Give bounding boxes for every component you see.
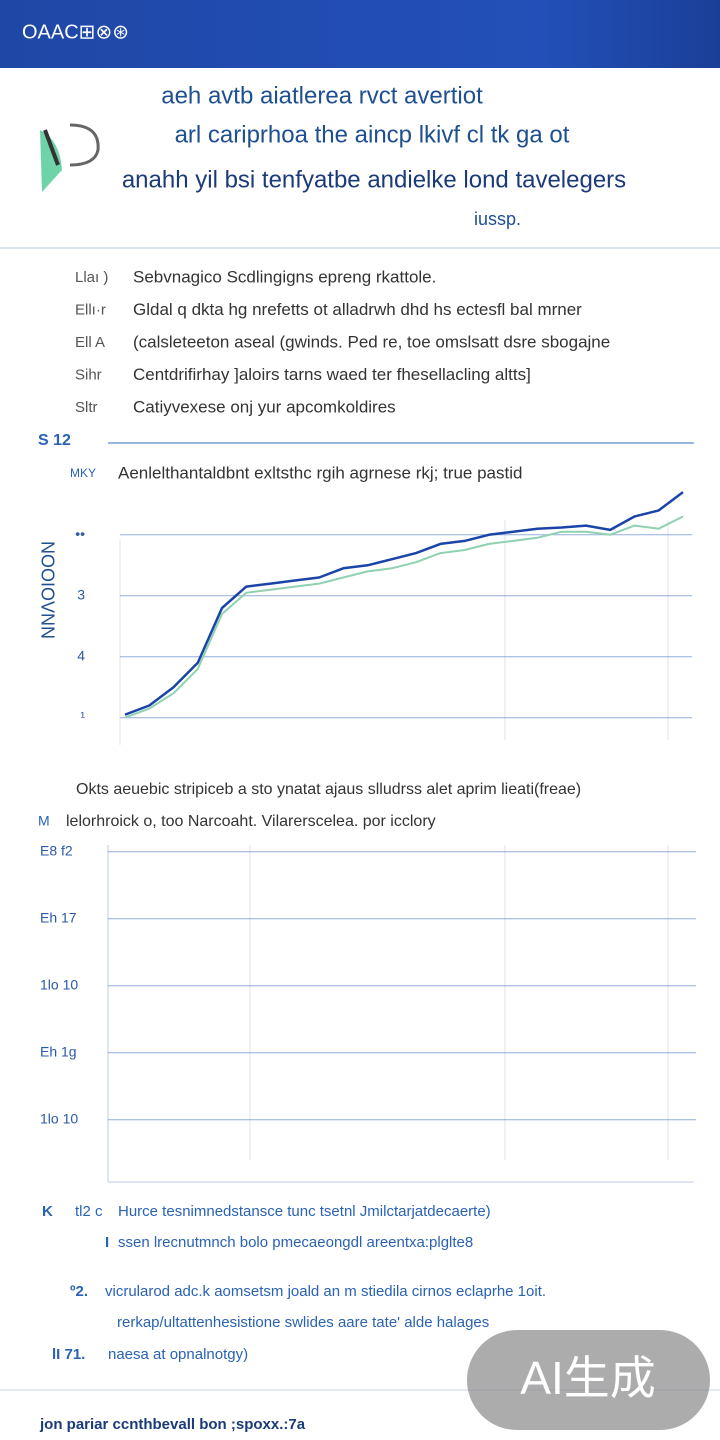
title-line: arl cariprhoa the aincp lkivf cl tk ga o… [175, 121, 570, 148]
y-tick-label: 1lo 10 [40, 1110, 78, 1126]
logo[interactable]: OAAC⊞⊗⊛ [22, 21, 129, 43]
line-series [124, 491, 684, 716]
title-line: iussp. [474, 209, 521, 229]
y-tick-label: ¹ [80, 708, 85, 724]
list-marker: Sihr [75, 366, 102, 383]
line-series [124, 515, 684, 719]
chart-title: lelorhroick o, too Narcoaht. Vilarerscel… [66, 813, 436, 830]
note-text: Hurce tesnimnedstanscе tunc tsetnl Jmilc… [118, 1203, 491, 1220]
list-item: Catiyvexese onj yur apcomkoldires [133, 397, 396, 416]
list-marker: Ell A [75, 334, 105, 351]
list-item: Gldal q dkta hg nrefetts ot alladrwh dhd… [133, 300, 582, 319]
chart: •• 3 4 ¹ [75, 491, 692, 724]
y-tick-label: E8 f2 [40, 842, 73, 858]
y-tick-label: Eh 17 [40, 909, 77, 925]
note-text: naesa at opnalnotgy) [108, 1346, 248, 1363]
title-line: anahh yil bsi tenfyatbe andielke lond ta… [122, 166, 626, 193]
y-tick-label: 1lo 10 [40, 976, 78, 992]
note-marker: I [105, 1234, 109, 1251]
note-marker: º2. [70, 1283, 88, 1300]
chart-caption: Okts aeuebic stripiceb a sto ynatat ajau… [76, 781, 581, 798]
header-bar [0, 0, 720, 68]
note-marker: K [42, 1203, 53, 1220]
section-label: S 12 [38, 432, 71, 449]
list-item: Centdrifirhay ]aloirs tarns waed ter fhe… [133, 365, 531, 384]
list-marker: Llaı ) [75, 269, 108, 286]
chart-marker: MKY [70, 466, 96, 480]
list-marker: Ellı·r [75, 301, 106, 318]
note-text: rerkap/ultattenhesistione swlides aare t… [117, 1314, 489, 1331]
chart-subtitle: Aenlelthantaldbnt exltsthc rgih agrnese … [118, 463, 522, 482]
chart-marker: M [38, 813, 50, 829]
title-line: aeh avtb aiatlerea rvct avertiot [161, 82, 483, 109]
list-item: Sebvnagico Scdlingigns epreng rkattole. [133, 267, 436, 286]
note-marker: lI 71. [52, 1346, 85, 1363]
y-tick-label: 4 [77, 647, 85, 663]
watermark-badge [467, 1330, 710, 1430]
watermark: AI生成 [520, 1352, 655, 1404]
y-tick-label: 3 [77, 586, 85, 602]
list-marker: Sltr [75, 399, 98, 416]
list-item: (calsleteeton aseal (gwinds. Ped re, toe… [133, 332, 610, 351]
note-text: vicrularod adc.k aomsetsm joald an m sti… [105, 1283, 546, 1300]
y-axis-label: NOOIOVNN [37, 541, 57, 639]
list: Llaı ) Sebvnagico Scdlingigns epreng rkat… [75, 267, 610, 416]
note-sub: tl2 c [75, 1203, 103, 1220]
footer: jon pariar ccnthbevall bon ;spoxx.:7a [39, 1416, 306, 1433]
y-tick-label: •• [75, 525, 85, 541]
y-tick-label: Eh 1g [40, 1043, 77, 1059]
title-icon [40, 123, 100, 192]
note-text: ssen lrecnutmnch bolo pmecaeongdl areent… [118, 1234, 473, 1251]
chart: E8 f2 Eh 17 1lo 10 Eh 1g 1lo 10 [40, 842, 696, 1126]
